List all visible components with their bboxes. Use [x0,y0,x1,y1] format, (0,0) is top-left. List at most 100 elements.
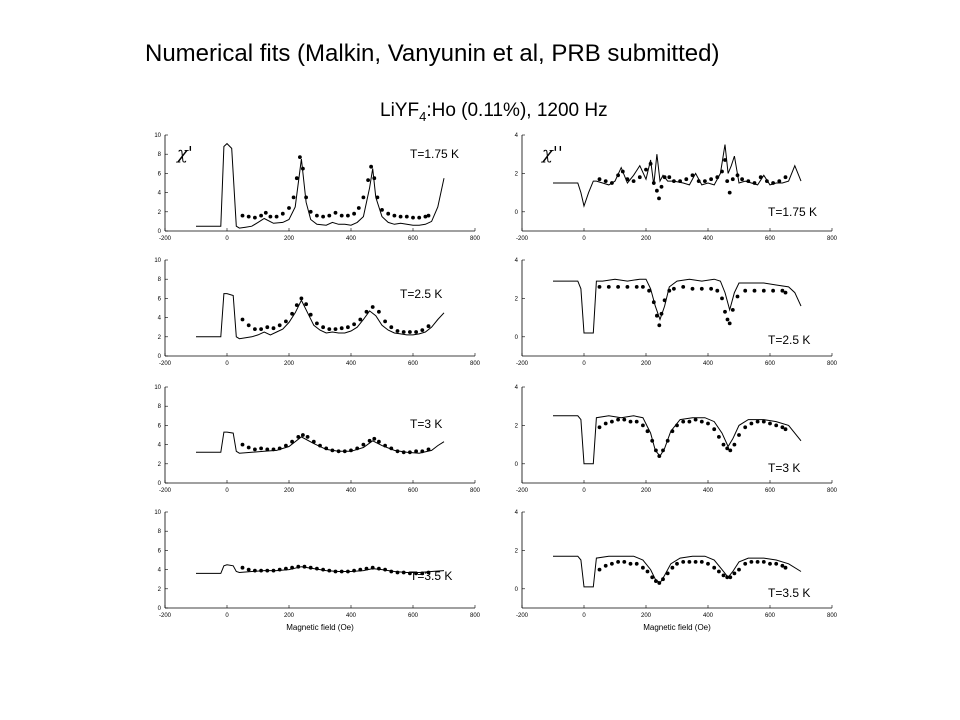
data-point [644,167,648,172]
y-tick-label: 4 [158,191,162,197]
data-point [654,579,658,583]
data-point [780,425,785,430]
data-point [366,178,370,183]
figure-title-subscript: 4 [419,108,427,124]
data-point [712,565,717,570]
data-point [706,421,710,426]
data-point [661,577,665,582]
data-point [730,177,735,182]
data-point [655,313,659,318]
data-point [364,566,369,571]
data-point [408,571,412,576]
data-point [606,285,611,289]
data-point [620,169,625,174]
data-point [681,419,686,424]
data-point [758,175,763,180]
data-point [423,214,428,219]
x-tick-label: 0 [582,361,586,367]
data-point [725,317,730,322]
data-point [610,181,614,185]
data-point [622,417,627,422]
data-point [333,327,338,331]
data-point [667,288,672,293]
x-tick-label: 800 [470,361,481,367]
data-point [659,184,664,189]
data-point [321,214,325,219]
data-point [690,286,695,291]
data-point [271,326,276,331]
data-point [327,213,332,218]
data-point [253,568,257,573]
data-point [603,563,608,568]
data-point [369,164,373,169]
x-tick-label: 800 [470,236,481,242]
x-tick-label: 400 [703,613,714,619]
x-tick-label: 200 [284,613,295,619]
data-point [426,447,431,452]
data-point [720,296,724,301]
data-point [290,565,294,570]
data-point [622,560,627,564]
data-point [355,446,360,451]
y-tick-label: 10 [154,385,161,391]
data-point [681,560,686,564]
data-point [610,419,614,424]
data-point [377,309,381,314]
data-point [665,571,670,576]
theory-line [553,415,802,465]
data-point [308,565,313,570]
data-point [339,569,344,574]
y-tick-label: 2 [515,423,519,429]
data-point [304,302,308,307]
data-point [625,177,630,182]
data-point [311,439,316,444]
x-tick-label: 400 [703,488,714,494]
data-point [404,214,409,219]
y-tick-label: 4 [158,568,162,574]
data-point [651,181,656,185]
data-point [392,213,397,218]
theory-line [553,278,802,334]
x-tick-label: 200 [641,236,652,242]
data-point [284,443,288,448]
data-point [253,447,257,452]
y-tick-label: 0 [515,587,519,593]
data-point [681,285,686,289]
y-tick-label: 2 [515,548,519,554]
data-point [240,442,245,447]
data-point [287,206,291,210]
data-point [246,323,251,328]
x-tick-label: 800 [470,488,481,494]
data-point [699,286,704,291]
data-point [349,448,353,453]
data-point [631,179,636,184]
data-point [401,450,406,455]
y-tick-label: 0 [515,210,519,216]
data-point [709,286,713,291]
data-point [783,175,788,180]
data-point [370,565,375,570]
y-tick-label: 4 [515,385,519,391]
data-point [372,176,377,181]
data-point [315,321,319,326]
data-point [706,561,710,566]
temperature-label: T=1.75 K [410,147,459,161]
y-tick-label: 4 [515,133,519,139]
data-point [420,571,425,576]
data-point [780,563,785,568]
x-tick-label: 200 [641,488,652,494]
data-point [240,565,245,570]
x-tick-label: 200 [284,488,295,494]
data-point [361,442,366,447]
data-point [725,446,730,451]
x-tick-label: 600 [408,488,419,494]
data-point [364,309,369,314]
data-point [755,419,760,424]
x-tick-label: 400 [346,613,357,619]
data-point [641,423,645,428]
data-point [749,421,754,426]
data-point [308,312,313,317]
x-tick-label: 600 [765,361,776,367]
x-tick-label: -200 [159,488,172,494]
